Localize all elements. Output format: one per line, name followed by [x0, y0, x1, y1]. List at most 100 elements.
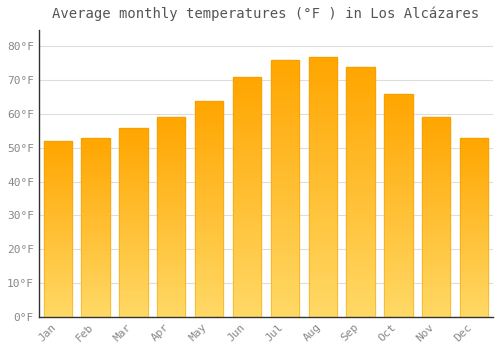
Bar	[157, 144, 186, 145]
Bar	[119, 220, 148, 222]
Bar	[460, 265, 488, 267]
Bar	[346, 172, 375, 174]
Bar	[233, 96, 261, 98]
Bar	[422, 159, 450, 161]
Bar	[384, 212, 412, 214]
Bar	[119, 209, 148, 211]
Bar	[119, 181, 148, 182]
Bar	[270, 106, 299, 109]
Bar	[195, 109, 224, 111]
Bar	[422, 125, 450, 127]
Bar	[422, 251, 450, 253]
Bar	[119, 224, 148, 226]
Bar	[82, 177, 110, 179]
Bar	[270, 237, 299, 240]
Bar	[308, 231, 337, 233]
Bar	[119, 131, 148, 133]
Bar	[346, 304, 375, 307]
Bar	[460, 310, 488, 312]
Bar	[346, 252, 375, 254]
Bar	[157, 243, 186, 245]
Bar	[233, 120, 261, 122]
Bar	[460, 140, 488, 141]
Bar	[119, 213, 148, 215]
Bar	[270, 93, 299, 96]
Bar	[384, 120, 412, 123]
Bar	[346, 279, 375, 282]
Bar	[384, 132, 412, 134]
Bar	[195, 191, 224, 194]
Bar	[44, 268, 72, 270]
Bar	[157, 221, 186, 223]
Bar	[384, 114, 412, 116]
Bar	[346, 234, 375, 237]
Bar	[119, 313, 148, 315]
Bar	[233, 77, 261, 79]
Bar	[346, 189, 375, 192]
Bar	[384, 159, 412, 161]
Bar	[82, 313, 110, 315]
Bar	[422, 189, 450, 191]
Bar	[82, 161, 110, 163]
Bar	[384, 118, 412, 120]
Bar	[119, 127, 148, 317]
Bar	[384, 134, 412, 136]
Bar	[157, 257, 186, 259]
Bar	[308, 270, 337, 273]
Bar	[270, 186, 299, 188]
Bar	[384, 154, 412, 156]
Bar	[82, 197, 110, 198]
Bar	[346, 209, 375, 212]
Bar	[82, 270, 110, 272]
Bar	[460, 148, 488, 150]
Bar	[384, 272, 412, 274]
Bar	[195, 315, 224, 317]
Bar	[308, 62, 337, 64]
Bar	[82, 164, 110, 166]
Bar	[44, 271, 72, 273]
Bar	[82, 227, 110, 229]
Bar	[308, 239, 337, 241]
Bar	[82, 275, 110, 278]
Bar	[195, 313, 224, 315]
Bar	[157, 225, 186, 227]
Bar	[346, 309, 375, 312]
Bar	[44, 310, 72, 312]
Bar	[233, 173, 261, 175]
Bar	[270, 222, 299, 224]
Bar	[233, 106, 261, 108]
Bar	[308, 98, 337, 101]
Bar	[195, 276, 224, 278]
Bar	[195, 100, 224, 103]
Bar	[270, 288, 299, 291]
Bar	[308, 130, 337, 132]
Bar	[119, 262, 148, 264]
Bar	[308, 296, 337, 299]
Bar	[308, 158, 337, 161]
Bar	[422, 193, 450, 195]
Bar	[422, 299, 450, 301]
Bar	[119, 167, 148, 169]
Bar	[270, 253, 299, 255]
Bar	[422, 175, 450, 177]
Bar	[44, 152, 72, 153]
Bar	[233, 125, 261, 127]
Bar	[460, 138, 488, 317]
Bar	[460, 159, 488, 161]
Bar	[308, 283, 337, 286]
Bar	[270, 204, 299, 206]
Bar	[233, 178, 261, 180]
Bar	[82, 168, 110, 170]
Bar	[44, 278, 72, 280]
Bar	[44, 208, 72, 210]
Bar	[346, 99, 375, 102]
Bar	[270, 219, 299, 222]
Bar	[82, 213, 110, 215]
Bar	[82, 175, 110, 177]
Bar	[82, 252, 110, 254]
Bar	[270, 73, 299, 75]
Bar	[460, 156, 488, 158]
Bar	[82, 290, 110, 292]
Bar	[384, 107, 412, 110]
Bar	[270, 294, 299, 296]
